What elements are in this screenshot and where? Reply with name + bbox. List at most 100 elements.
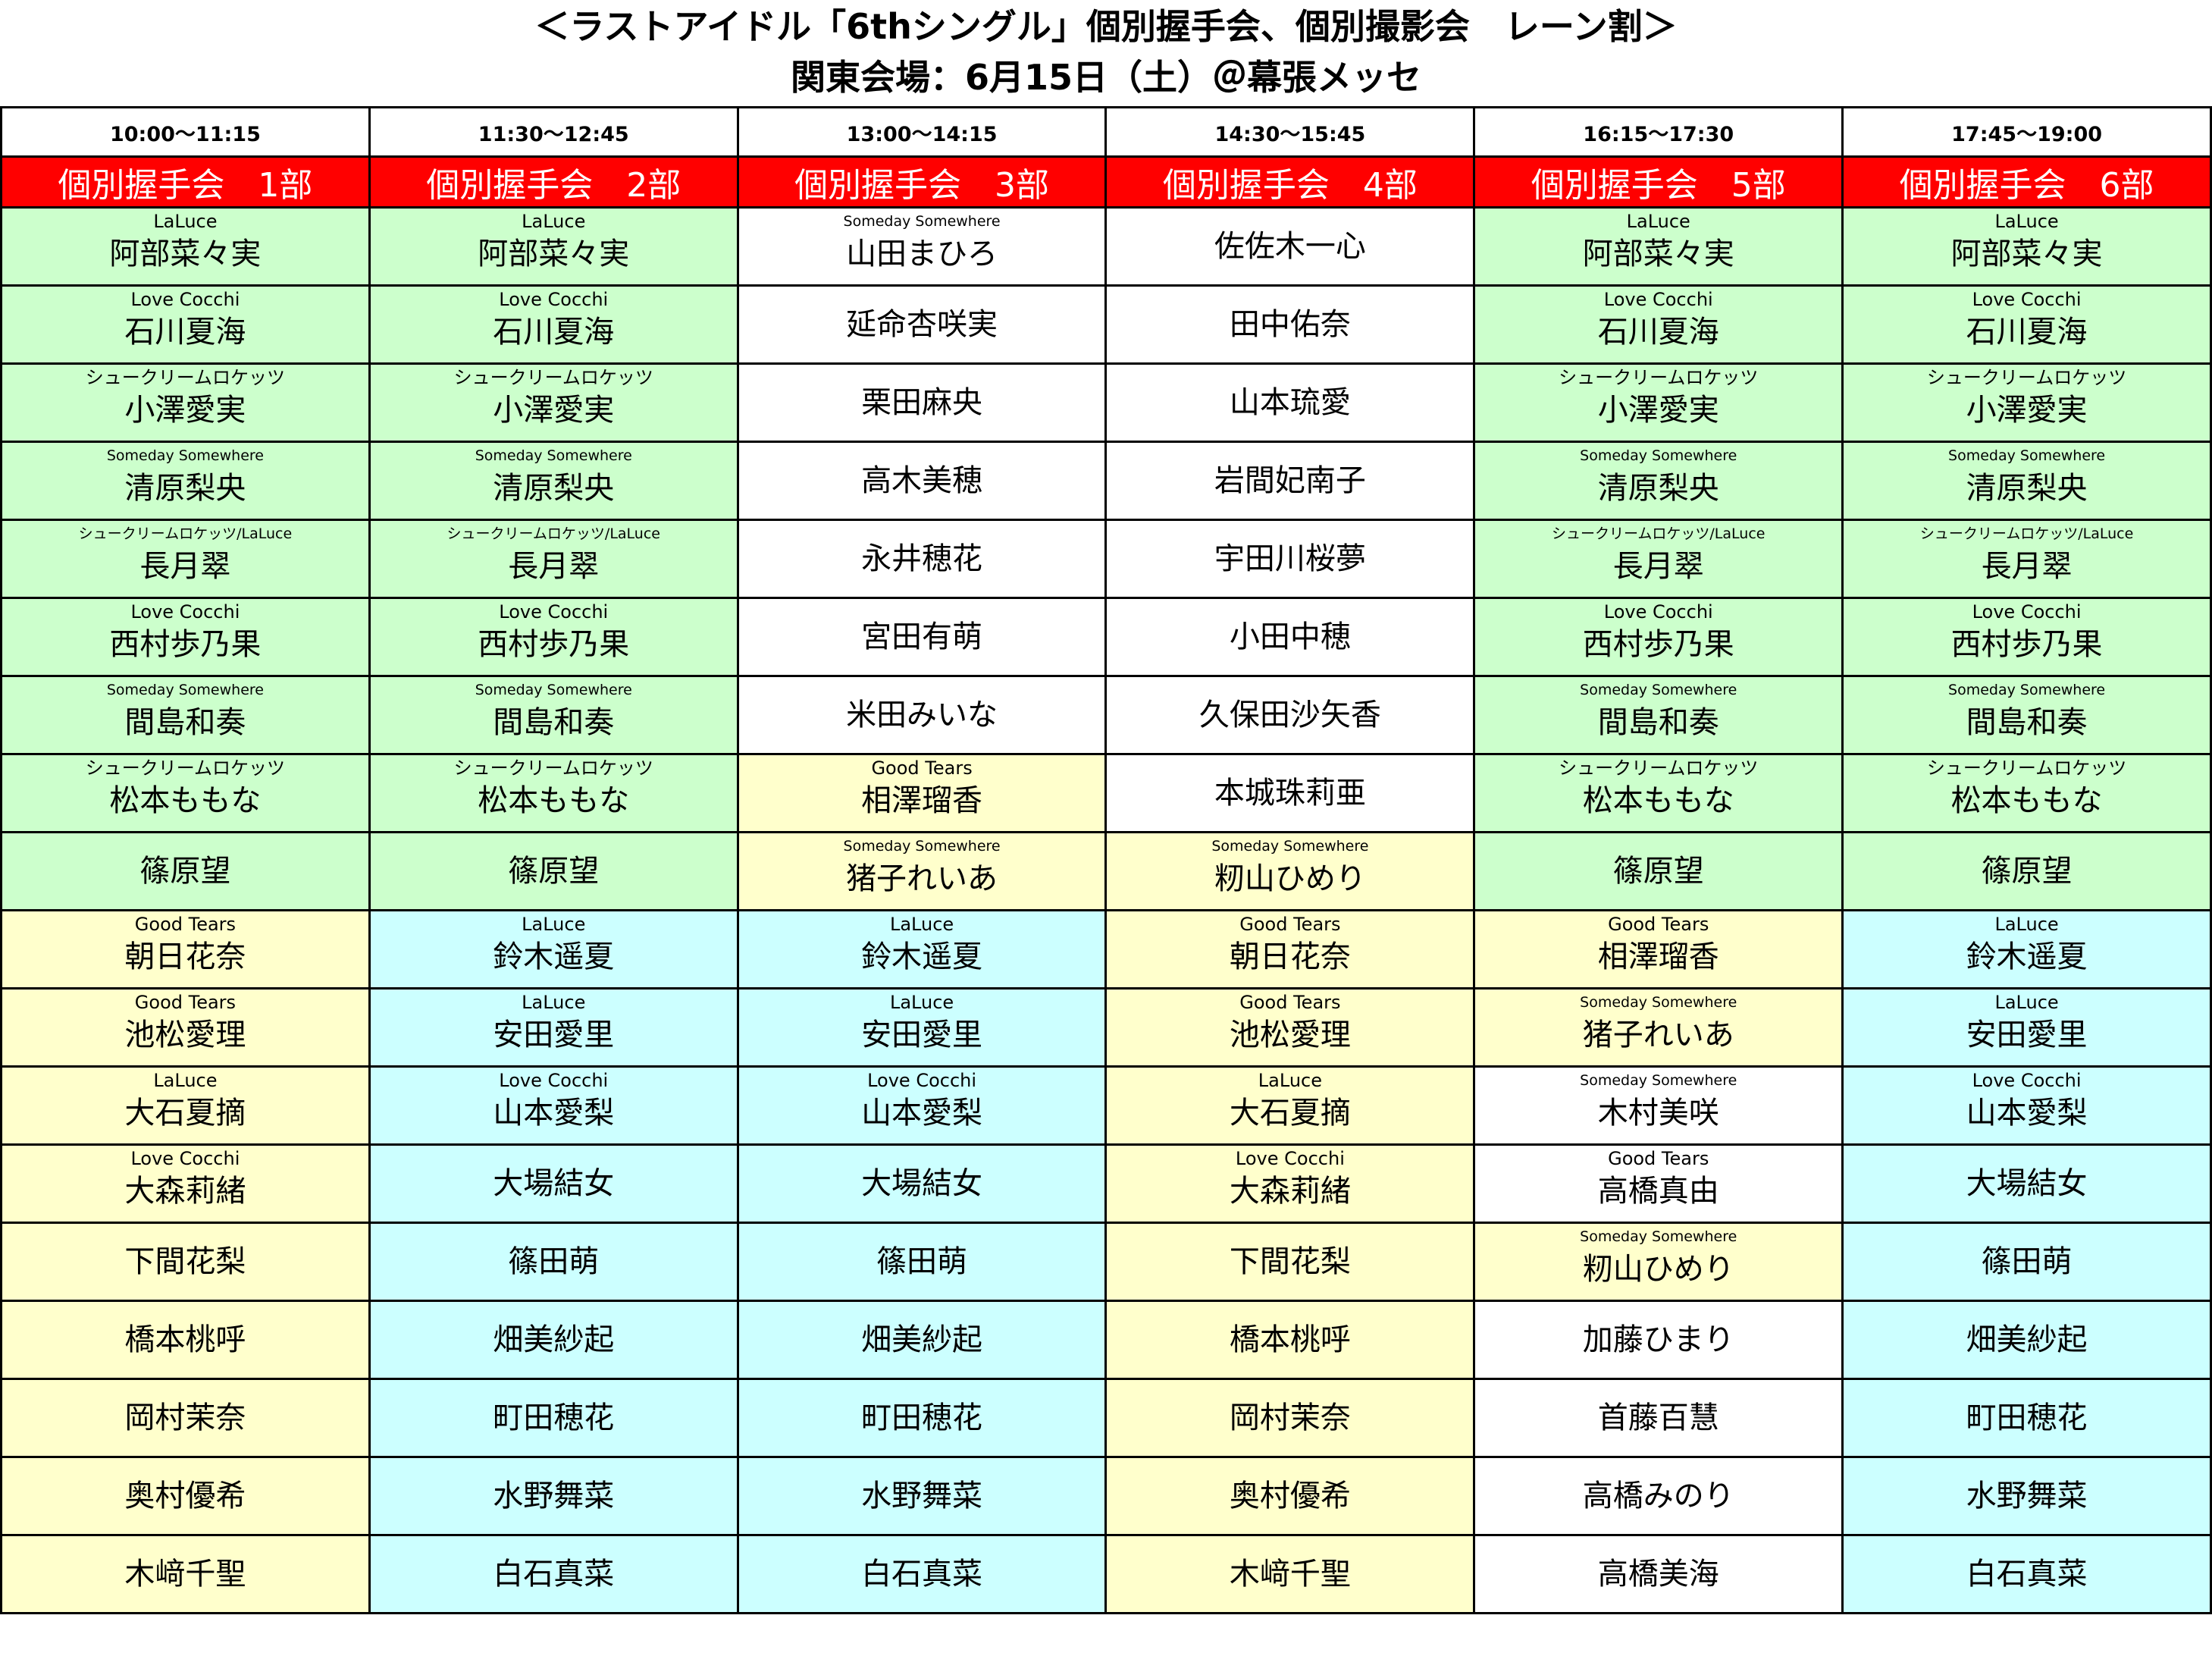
lane-cell: 畑美紗起 — [736, 1300, 1108, 1380]
lane-cell: Someday Somewhere 間島和奏 — [1841, 675, 2212, 755]
group-name: Love Cocchi — [1972, 289, 2082, 310]
group-name: LaLuce — [1626, 211, 1690, 232]
lane-cell: 篠原望 — [1841, 831, 2212, 911]
member-name: 小田中穂 — [1229, 619, 1351, 654]
lane-cell: Love Cocchi 石川夏海 — [0, 284, 371, 365]
member-name: 大石夏摘 — [1229, 1096, 1351, 1131]
member-name: 阿部菜々実 — [109, 237, 262, 271]
lane-cell: LaLuce 阿部菜々実 — [0, 206, 371, 287]
group-name: Someday Somewhere — [475, 447, 632, 464]
group-name: LaLuce — [522, 992, 586, 1013]
group-name: シュークリームロケッツ/LaLuce — [1551, 525, 1766, 542]
group-name: Love Cocchi — [130, 601, 240, 623]
member-name: 米田みいな — [846, 698, 998, 732]
member-name: 山本琉愛 — [1229, 385, 1351, 420]
lane-cell: 岩間妃南子 — [1104, 441, 1476, 521]
member-name: 籾山ひめり — [1582, 1252, 1734, 1287]
lane-cell: 白石真菜 — [368, 1534, 739, 1614]
member-name: 西村歩乃果 — [1950, 627, 2103, 662]
member-name: 篠原望 — [508, 854, 600, 889]
group-name: Love Cocchi — [130, 289, 240, 310]
lane-cell: Someday Somewhere 木村美咲 — [1473, 1065, 1844, 1146]
group-name: Someday Somewhere — [1948, 682, 2106, 698]
lane-row: 岡村茉奈 町田穂花 町田穂花 岡村茉奈 首藤百慧 町田穂花 — [0, 1378, 2212, 1458]
group-name: Love Cocchi — [1972, 1070, 2082, 1091]
lane-cell: Someday Somewhere 猪子れいあ — [736, 831, 1108, 911]
member-name: 町田穂花 — [493, 1400, 615, 1435]
lane-cell: 延命杏咲実 — [736, 284, 1108, 365]
session-header: 個別握手会 1部 — [0, 155, 371, 209]
member-name: 岡村茉奈 — [124, 1400, 246, 1435]
lane-row: Good Tears 朝日花奈 LaLuce 鈴木遥夏 LaLuce 鈴木遥夏 Good T… — [0, 909, 2212, 990]
member-name: 橋本桃呼 — [124, 1322, 246, 1357]
lane-cell: Love Cocchi 大森莉緒 — [0, 1143, 371, 1224]
member-name: 奥村優希 — [1229, 1479, 1351, 1513]
member-name: 安田愛里 — [861, 1018, 983, 1052]
member-name: 猪子れいあ — [1582, 1018, 1734, 1052]
group-name: LaLuce — [1994, 914, 2059, 935]
lane-cell: 木﨑千聖 — [1104, 1534, 1476, 1614]
lane-cell: 水野舞菜 — [1841, 1456, 2212, 1536]
lane-row: 木﨑千聖 白石真菜 白石真菜 木﨑千聖 高橋美海 白石真菜 — [0, 1534, 2212, 1614]
member-name: 木﨑千聖 — [1229, 1557, 1351, 1592]
member-name: 大森莉緒 — [1229, 1174, 1351, 1209]
member-name: 松本ももな — [478, 783, 630, 818]
lane-cell: LaLuce 安田愛里 — [736, 987, 1108, 1068]
lane-cell: 下間花梨 — [0, 1222, 371, 1302]
lane-cell: シュークリームロケッツ/LaLuce 長月翠 — [1841, 519, 2212, 599]
member-name: 石川夏海 — [1597, 315, 1719, 350]
lane-cell: 首藤百慧 — [1473, 1378, 1844, 1458]
group-name: シュークリームロケッツ — [1926, 367, 2127, 388]
lane-cell: Someday Somewhere 間島和奏 — [368, 675, 739, 755]
member-name: 篠田萌 — [508, 1244, 600, 1279]
lane-table: 10:00～11:15 11:30～12:45 13:00～14:15 14:30～1… — [0, 106, 2212, 1614]
lane-cell: LaLuce 阿部菜々実 — [368, 206, 739, 287]
member-name: 鈴木遥夏 — [493, 939, 615, 974]
member-name: 高橋美海 — [1597, 1557, 1719, 1592]
lane-cell: LaLuce 鈴木遥夏 — [1841, 909, 2212, 990]
group-name: Someday Somewhere — [1211, 838, 1369, 855]
group-name: Love Cocchi — [867, 1070, 977, 1091]
member-name: 石川夏海 — [124, 315, 246, 350]
lane-cell: Good Tears 相澤瑠香 — [1473, 909, 1844, 990]
member-name: 間島和奏 — [124, 705, 246, 740]
lane-cell: Good Tears 相澤瑠香 — [736, 753, 1108, 833]
lane-cell: 篠原望 — [368, 831, 739, 911]
member-name: 木村美咲 — [1597, 1096, 1719, 1131]
member-name: 安田愛里 — [493, 1018, 615, 1052]
lane-cell: シュークリームロケッツ/LaLuce 長月翠 — [1473, 519, 1844, 599]
group-name: Someday Somewhere — [1580, 447, 1737, 464]
member-name: 白石真菜 — [1966, 1557, 2088, 1592]
lane-cell: Someday Somewhere 清原梨央 — [0, 441, 371, 521]
lane-cell: Love Cocchi 山本愛梨 — [736, 1065, 1108, 1146]
time-slot-header: 13:00～14:15 — [736, 106, 1108, 158]
group-name: Love Cocchi — [1972, 601, 2082, 623]
member-name: 松本ももな — [109, 783, 262, 818]
member-name: 佐佐木一心 — [1214, 229, 1366, 264]
member-name: 町田穂花 — [1966, 1400, 2088, 1435]
lane-cell: 下間花梨 — [1104, 1222, 1476, 1302]
lane-cell: 篠田萌 — [736, 1222, 1108, 1302]
group-name: Someday Somewhere — [1948, 447, 2106, 464]
group-name: シュークリームロケッツ — [1926, 757, 2127, 779]
lane-row: LaLuce 阿部菜々実 LaLuce 阿部菜々実 Someday Somewhere 山… — [0, 206, 2212, 287]
lane-cell: 高木美穂 — [736, 441, 1108, 521]
member-name: 首藤百慧 — [1597, 1400, 1719, 1435]
member-name: 西村歩乃果 — [478, 627, 630, 662]
member-name: 畑美紗起 — [861, 1322, 983, 1357]
lane-row: LaLuce 大石夏摘 Love Cocchi 山本愛梨 Love Cocchi 山本愛梨… — [0, 1065, 2212, 1146]
lane-cell: Love Cocchi 山本愛梨 — [1841, 1065, 2212, 1146]
group-name: LaLuce — [153, 1070, 218, 1091]
lane-cell: Love Cocchi 石川夏海 — [368, 284, 739, 365]
member-name: 延命杏咲実 — [846, 307, 998, 342]
member-name: 池松愛理 — [1229, 1018, 1351, 1052]
lane-cell: 水野舞菜 — [736, 1456, 1108, 1536]
lane-row: シュークリームロケッツ 松本ももな シュークリームロケッツ 松本ももな Good Tea… — [0, 753, 2212, 833]
session-header: 個別握手会 6部 — [1841, 155, 2212, 209]
lane-cell: 橋本桃呼 — [0, 1300, 371, 1380]
member-name: 高木美穂 — [861, 463, 983, 498]
member-name: 安田愛里 — [1966, 1018, 2088, 1052]
member-name: 篠原望 — [139, 854, 231, 889]
group-name: Love Cocchi — [130, 1148, 240, 1169]
time-slot-header: 10:00～11:15 — [0, 106, 371, 158]
